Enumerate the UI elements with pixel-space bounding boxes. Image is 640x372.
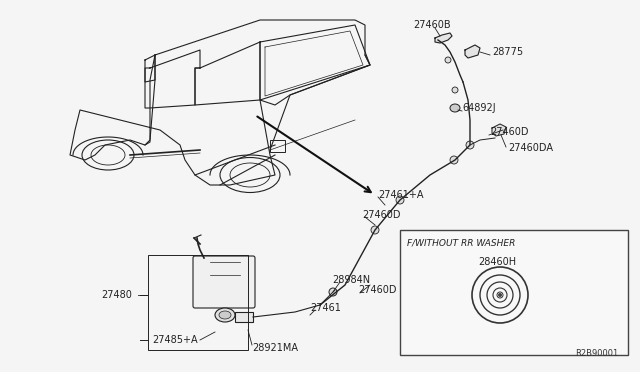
Bar xyxy=(148,255,248,350)
Circle shape xyxy=(450,156,458,164)
Ellipse shape xyxy=(215,308,235,322)
Bar xyxy=(270,140,285,152)
Ellipse shape xyxy=(450,104,460,112)
Text: 27461: 27461 xyxy=(310,303,341,313)
Bar xyxy=(235,312,253,322)
Polygon shape xyxy=(435,33,452,43)
Text: 27461+A: 27461+A xyxy=(378,190,424,200)
FancyBboxPatch shape xyxy=(193,256,255,308)
Text: 27460D: 27460D xyxy=(362,210,401,220)
Ellipse shape xyxy=(219,311,231,319)
Circle shape xyxy=(498,293,502,297)
Circle shape xyxy=(452,87,458,93)
Text: 28921MA: 28921MA xyxy=(252,343,298,353)
Text: 28460H: 28460H xyxy=(478,257,516,267)
Text: 27460B: 27460B xyxy=(413,20,451,30)
Circle shape xyxy=(445,57,451,63)
Text: 28775: 28775 xyxy=(492,47,523,57)
Text: F/WITHOUT RR WASHER: F/WITHOUT RR WASHER xyxy=(407,238,515,247)
Polygon shape xyxy=(492,124,506,136)
Circle shape xyxy=(371,226,379,234)
Text: 27460D: 27460D xyxy=(358,285,397,295)
Text: 27485+A: 27485+A xyxy=(152,335,198,345)
Circle shape xyxy=(466,141,474,149)
Circle shape xyxy=(396,196,404,204)
Text: 27480: 27480 xyxy=(101,290,132,300)
Text: 27460D: 27460D xyxy=(490,127,529,137)
Bar xyxy=(400,230,628,355)
Text: R2B90001: R2B90001 xyxy=(575,349,618,358)
Text: 28984N: 28984N xyxy=(332,275,370,285)
Polygon shape xyxy=(465,45,480,58)
Text: 27460DA: 27460DA xyxy=(508,143,553,153)
Text: 64892J: 64892J xyxy=(462,103,495,113)
Circle shape xyxy=(329,288,337,296)
